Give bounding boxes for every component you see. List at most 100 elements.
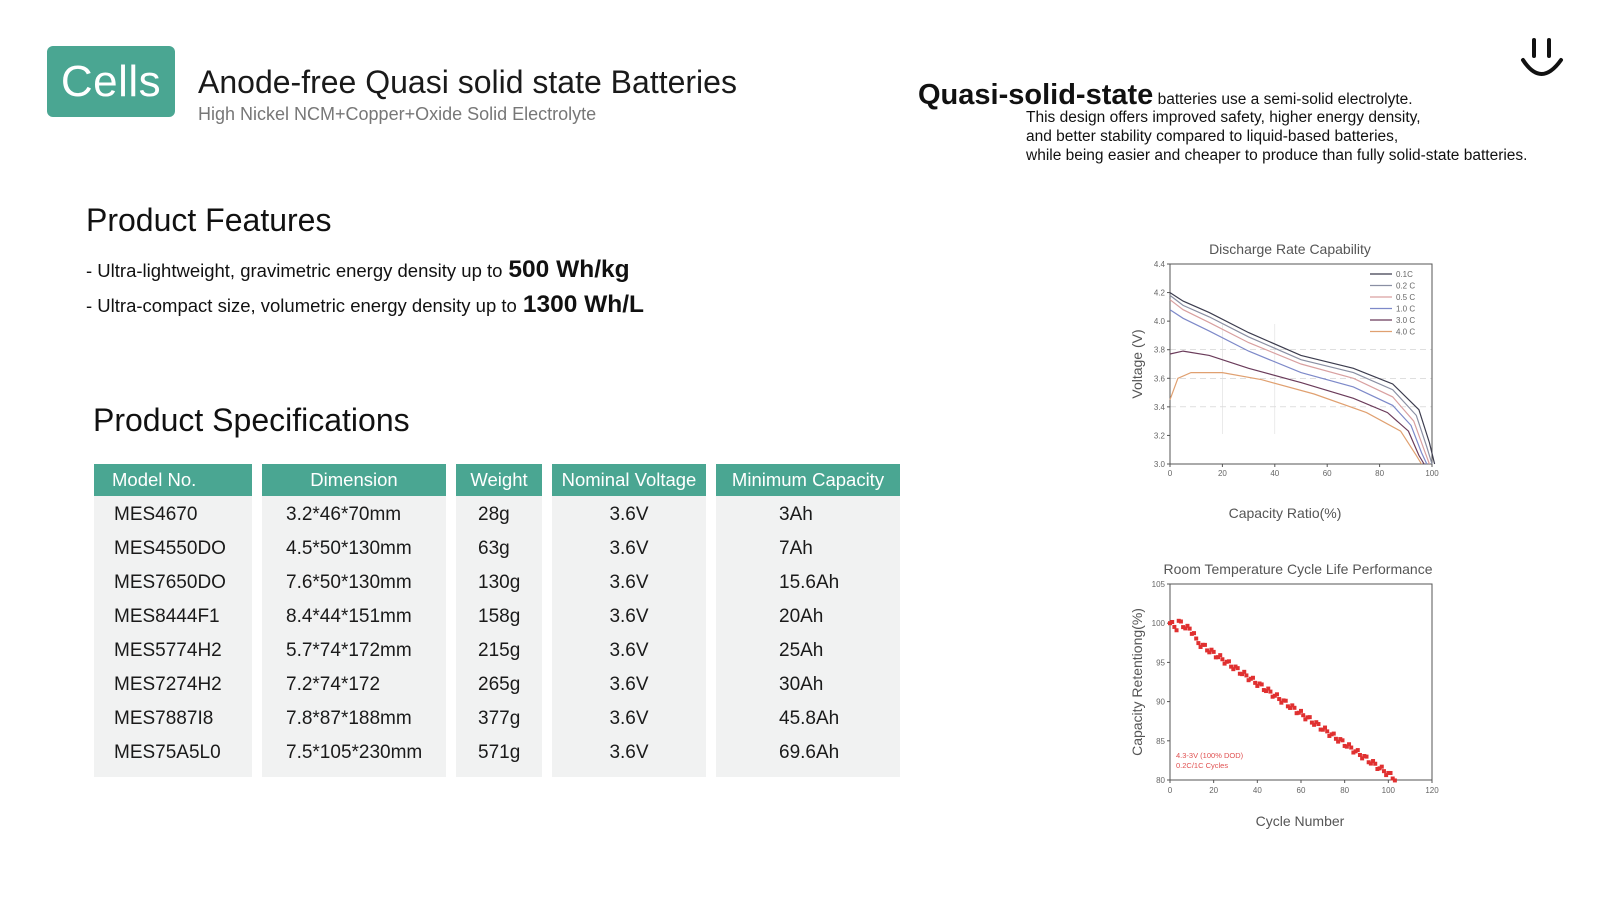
spec-column: Weight 28g 63g 130g 158g 215g 265g 377g 571g [456,464,542,777]
y-tick-label: 4.2 [1154,289,1166,298]
spec-cell: MES4550DO [114,538,226,559]
x-axis-label: Cycle Number [1256,813,1345,829]
data-point [1373,761,1378,766]
data-point [1231,667,1236,672]
spec-cell: 158g [478,606,521,627]
data-point [1216,655,1221,660]
data-point [1283,698,1288,703]
spec-column: Nominal Voltage 3.6V 3.6V 3.6V 3.6V 3.6V 3.6V 3… [552,464,706,777]
y-tick-label: 3.6 [1154,374,1166,383]
data-point [1220,657,1225,662]
data-point [1320,727,1325,732]
data-point [1392,778,1397,783]
description-line: This design offers improved safety, high… [1026,109,1421,126]
y-tick-label: 95 [1156,658,1165,667]
data-point [1360,756,1365,761]
spec-cell: MES5774H2 [114,640,222,661]
data-point [1296,710,1301,715]
data-point [1329,732,1334,737]
data-point [1344,744,1349,749]
y-tick-label: 3.8 [1154,346,1166,355]
spec-column-header: Weight [456,464,542,496]
description-block: Quasi-solid-state batteries use a semi-s… [918,81,1568,165]
data-point [1261,688,1266,693]
x-tick-label: 20 [1209,786,1218,795]
data-point [1226,659,1231,664]
data-point [1340,738,1345,743]
data-point [1266,686,1271,691]
data-point [1224,659,1229,664]
features-heading: Product Features [86,202,332,238]
data-point [1290,703,1295,708]
data-point [1178,619,1183,624]
data-point [1194,636,1199,641]
spec-cell: 63g [478,538,510,559]
spec-cell: 3.6V [609,572,649,593]
data-point [1168,621,1172,626]
data-point [1390,776,1395,781]
data-point [1299,708,1303,713]
data-point [1242,669,1247,674]
legend-label: 1.0 C [1396,305,1415,314]
x-tick-label: 20 [1218,469,1227,478]
data-point [1368,761,1373,766]
plot-frame [1169,263,1433,465]
y-tick-label: 4.0 [1154,317,1166,326]
chart-annotation: 4.3-3V (100% DOD) [1176,751,1244,760]
page-title: Anode-free Quasi solid state Batteries [198,64,737,100]
chart-title: Discharge Rate Capability [1209,241,1371,257]
spec-cell: 265g [478,674,521,695]
spec-cell: 25Ah [779,640,824,661]
data-point [1229,664,1234,669]
legend-label: 4.0 C [1396,328,1415,337]
legend-label: 0.2 C [1396,282,1415,291]
data-point [1301,713,1306,718]
data-point [1198,644,1203,649]
data-point [1386,770,1391,775]
data-point [1174,628,1179,633]
data-point [1250,675,1255,680]
data-point [1331,731,1336,736]
series-line [1169,350,1425,465]
spec-column: Minimum Capacity 3Ah 7Ah 15.6Ah 20Ah 25Ah 30Ah… [716,464,900,777]
data-point [1318,727,1323,732]
spec-cell: 215g [478,640,521,661]
discharge-rate-chart: Discharge Rate Capability 0 20 40 60 80 100 3.… [1129,241,1439,521]
x-tick-label: 40 [1270,469,1279,478]
data-point [1351,750,1356,755]
data-point [1364,754,1369,759]
data-point [1264,689,1269,694]
data-point [1357,752,1362,757]
data-point [1202,642,1207,647]
series-line [1169,309,1428,465]
data-point [1268,689,1273,694]
y-axis-label: Capacity Retentiong(%) [1129,608,1145,756]
x-tick-label: 80 [1375,469,1384,478]
spec-cell: 571g [478,742,521,763]
spec-cell: MES7887I8 [114,708,214,729]
x-tick-label: 100 [1425,469,1439,478]
spec-cell: 7.8*87*188mm [286,708,412,729]
data-point [1189,631,1194,636]
data-point [1292,705,1297,710]
data-point [1309,720,1314,725]
data-point [1207,650,1212,655]
spec-cell: 30Ah [779,674,824,695]
data-point [1176,618,1181,623]
feature-text: - Ultra-lightweight, gravimetric energy … [86,260,503,281]
data-point [1294,711,1299,716]
feature-text: - Ultra-compact size, volumetric energy … [86,295,517,316]
feature-value: 1300 Wh/L [522,291,644,318]
data-point [1185,623,1190,628]
data-point [1375,767,1380,772]
data-point [1240,672,1245,677]
data-point [1285,704,1290,709]
data-point [1255,683,1260,688]
spec-cell: MES75A5L0 [114,742,221,763]
data-point [1233,664,1238,669]
data-point [1381,769,1386,774]
data-point [1338,737,1343,742]
data-point [1362,754,1367,759]
data-point [1170,619,1175,624]
x-tick-label: 120 [1425,786,1439,795]
